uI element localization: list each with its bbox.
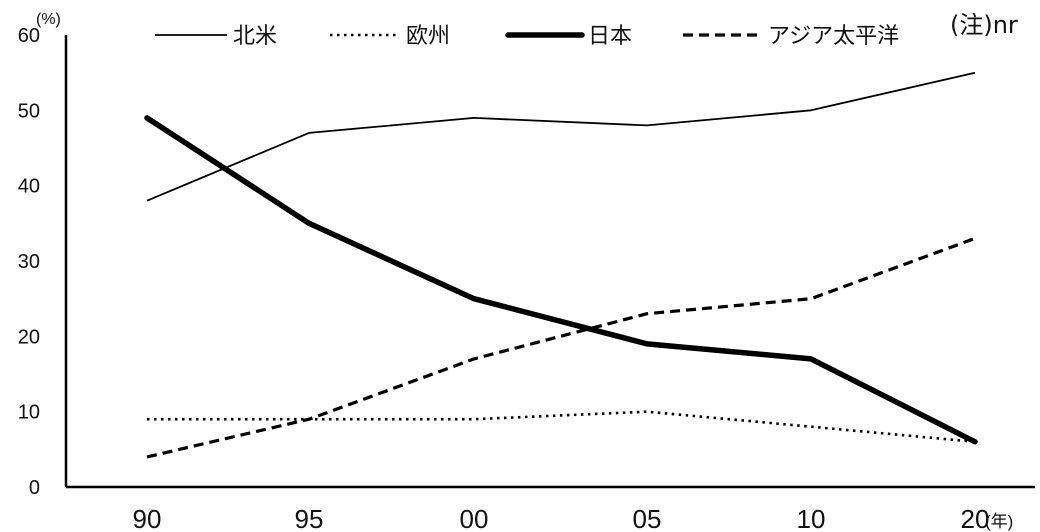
y-unit-label: (%) bbox=[36, 11, 61, 28]
x-tick-label: 05 bbox=[633, 504, 662, 532]
series-line-asia-pacific bbox=[146, 236, 976, 459]
y-tick-labels: 0 10 20 30 40 50 60 bbox=[18, 25, 40, 499]
series-line-japan bbox=[144, 115, 978, 445]
x-tick-label: 20 bbox=[961, 504, 990, 532]
note-label: (注)nr bbox=[950, 11, 1018, 39]
y-tick-label: 20 bbox=[18, 326, 40, 348]
series-lines bbox=[144, 71, 978, 459]
legend-label-europe: 欧州 bbox=[406, 24, 450, 49]
legend-label-north-america: 北米 bbox=[233, 24, 277, 49]
x-tick-label: 95 bbox=[295, 504, 324, 532]
legend-label-asia-pacific: アジア太平洋 bbox=[768, 24, 899, 49]
legend: 北米 欧州 日本 アジア太平洋 bbox=[155, 24, 899, 49]
y-tick-label: 60 bbox=[18, 25, 40, 47]
y-tick-label: 40 bbox=[18, 176, 40, 198]
x-tick-label: 90 bbox=[133, 504, 162, 532]
legend-label-japan: 日本 bbox=[588, 24, 632, 49]
y-tick-label: 0 bbox=[29, 477, 40, 499]
y-tick-label: 30 bbox=[18, 251, 40, 273]
y-tick-label: 50 bbox=[18, 100, 40, 122]
x-tick-label: 10 bbox=[797, 504, 826, 532]
x-tick-label: 00 bbox=[460, 504, 489, 532]
series-line-north-america bbox=[146, 71, 976, 202]
x-tick-labels: 90 95 00 05 10 20 bbox=[133, 504, 990, 532]
series-line-europe bbox=[147, 410, 976, 444]
x-unit-label: (年) bbox=[985, 512, 1013, 531]
y-tick-label: 10 bbox=[18, 402, 40, 424]
